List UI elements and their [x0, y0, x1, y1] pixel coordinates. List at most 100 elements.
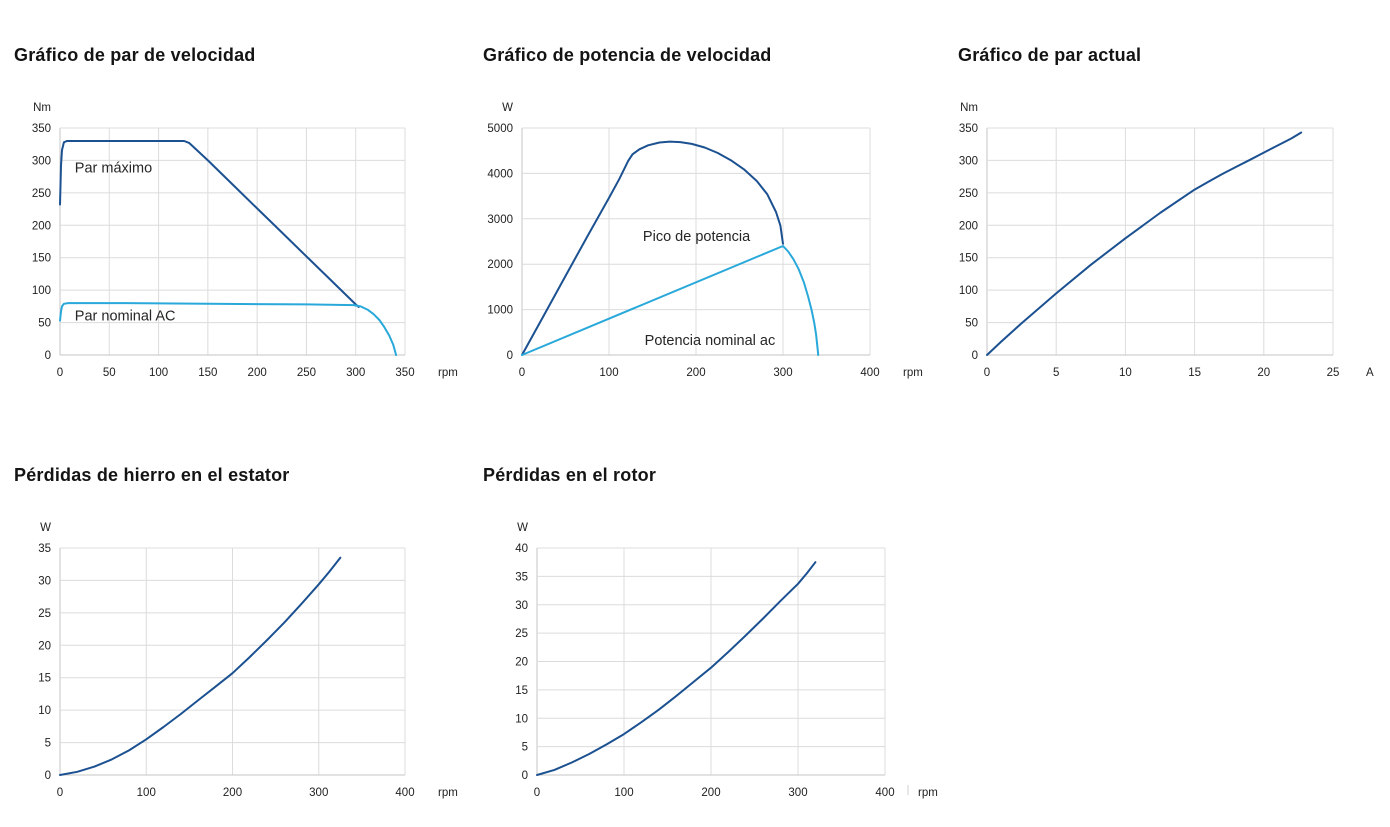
x-tick-label: 350 [395, 367, 414, 379]
y-tick-label: 150 [32, 253, 51, 265]
x-tick-label: 200 [248, 367, 267, 379]
y-tick-label: 0 [45, 770, 51, 782]
y-axis-unit: Nm [960, 102, 978, 114]
x-tick-label: 200 [701, 787, 720, 799]
x-tick-label: 100 [614, 787, 633, 799]
y-tick-label: 10 [38, 705, 51, 717]
y-tick-label: 300 [959, 155, 978, 167]
x-axis-unit: rpm [438, 787, 458, 799]
y-tick-label: 50 [38, 318, 51, 330]
x-axis-unit: rpm [903, 367, 923, 379]
y-tick-label: 4000 [487, 168, 513, 180]
y-tick-label: 15 [38, 673, 51, 685]
x-tick-label: 300 [788, 787, 807, 799]
y-tick-label: 350 [959, 123, 978, 135]
x-tick-label: 0 [984, 367, 990, 379]
series-perdidas-de-hierro-en-el-estator [59, 556, 342, 776]
y-tick-label: 35 [515, 571, 528, 583]
y-tick-label: 100 [32, 285, 51, 297]
chart-title: Pérdidas en el rotor [483, 465, 657, 485]
series-perdidas-en-el-rotor [536, 561, 817, 776]
x-tick-label: 400 [860, 367, 879, 379]
x-tick-label: 100 [149, 367, 168, 379]
y-tick-label: 30 [38, 575, 51, 587]
y-tick-label: 150 [959, 253, 978, 265]
y-tick-label: 50 [965, 318, 978, 330]
y-tick-label: 5000 [487, 123, 513, 135]
series-potencia-nominal-ac [521, 245, 820, 356]
y-tick-label: 0 [522, 770, 528, 782]
y-tick-label: 2000 [487, 259, 513, 271]
torque-current-chart: Gráfico de par actual 0 5 10 15 20 25 0 50 100 15… [940, 30, 1390, 395]
x-axis-unit: rpm [438, 367, 458, 379]
y-axis-unit: W [517, 522, 528, 534]
y-tick-label: 250 [959, 188, 978, 200]
x-tick-label: 400 [875, 787, 894, 799]
speed-torque-plot: 0 50 100 150 200 250 300 350 0 50 100 150 200 250 300 3… [32, 102, 458, 379]
x-tick-label: 5 [1053, 367, 1059, 379]
x-tick-label: 0 [57, 367, 63, 379]
x-tick-label: 0 [57, 787, 63, 799]
x-tick-label: 150 [198, 367, 217, 379]
x-tick-label: 100 [599, 367, 618, 379]
chart-title: Gráfico de par de velocidad [14, 45, 256, 65]
annotation-par-maximo: Par máximo [75, 160, 152, 176]
x-tick-label: 25 [1327, 367, 1340, 379]
speed-torque-chart: Gráfico de par de velocidad 0 50 100 150 200… [0, 30, 470, 395]
x-tick-label: 400 [395, 787, 414, 799]
y-tick-label: 1000 [487, 305, 513, 317]
y-tick-label: 10 [515, 713, 528, 725]
y-tick-label: 20 [38, 640, 51, 652]
y-tick-label: 35 [38, 543, 51, 555]
y-axis-unit: W [40, 522, 51, 534]
y-tick-label: 0 [972, 350, 978, 362]
chart-title: Gráfico de par actual [958, 45, 1142, 65]
x-tick-label: 0 [519, 367, 525, 379]
annotation-par-nominal-ac: Par nominal AC [75, 308, 176, 324]
annotation-pico-de-potencia: Pico de potencia [643, 229, 751, 245]
series-par-maximo [59, 140, 360, 308]
y-tick-label: 200 [959, 220, 978, 232]
x-tick-label: 250 [297, 367, 316, 379]
x-tick-label: 300 [346, 367, 365, 379]
series-par-nominal-ac [59, 302, 398, 356]
x-tick-label: 100 [137, 787, 156, 799]
x-tick-label: 300 [773, 367, 792, 379]
rotor-losses-chart: Pérdidas en el rotor 0 100 200 300 400 0 5 10 15… [465, 450, 945, 825]
x-tick-label: 200 [223, 787, 242, 799]
y-tick-label: 0 [507, 350, 513, 362]
y-tick-label: 40 [515, 543, 528, 555]
x-tick-label: 50 [103, 367, 116, 379]
series-pico-de-potencia [521, 140, 784, 356]
y-tick-label: 15 [515, 685, 528, 697]
x-tick-label: 20 [1257, 367, 1270, 379]
x-axis-unit: A [1366, 367, 1374, 379]
y-tick-label: 30 [515, 600, 528, 612]
x-axis-unit: rpm [918, 787, 938, 799]
speed-power-chart: Gráfico de potencia de velocidad 0 100 200… [465, 30, 945, 395]
x-tick-label: 10 [1119, 367, 1132, 379]
speed-power-plot: 0 100 200 300 400010002000300040005000WrpmPi… [487, 102, 923, 379]
y-tick-label: 0 [45, 350, 51, 362]
y-axis-unit: Nm [33, 102, 51, 114]
y-tick-label: 250 [32, 188, 51, 200]
stator-iron-losses-chart: Pérdidas de hierro en el estator 0 100 200… [0, 450, 470, 825]
y-axis-unit: W [502, 102, 513, 114]
chart-title: Gráfico de potencia de velocidad [483, 45, 772, 65]
y-tick-label: 100 [959, 285, 978, 297]
chart-title: Pérdidas de hierro en el estator [14, 465, 290, 485]
y-tick-label: 300 [32, 155, 51, 167]
x-tick-label: 15 [1188, 367, 1201, 379]
y-tick-label: 20 [515, 657, 528, 669]
y-tick-label: 25 [38, 608, 51, 620]
y-tick-label: 5 [522, 742, 528, 754]
y-tick-label: 5 [45, 738, 51, 750]
x-tick-label: 200 [686, 367, 705, 379]
x-tick-label: 300 [309, 787, 328, 799]
y-tick-label: 3000 [487, 214, 513, 226]
series-par-actual [986, 131, 1303, 356]
y-tick-label: 350 [32, 123, 51, 135]
y-tick-label: 25 [515, 628, 528, 640]
